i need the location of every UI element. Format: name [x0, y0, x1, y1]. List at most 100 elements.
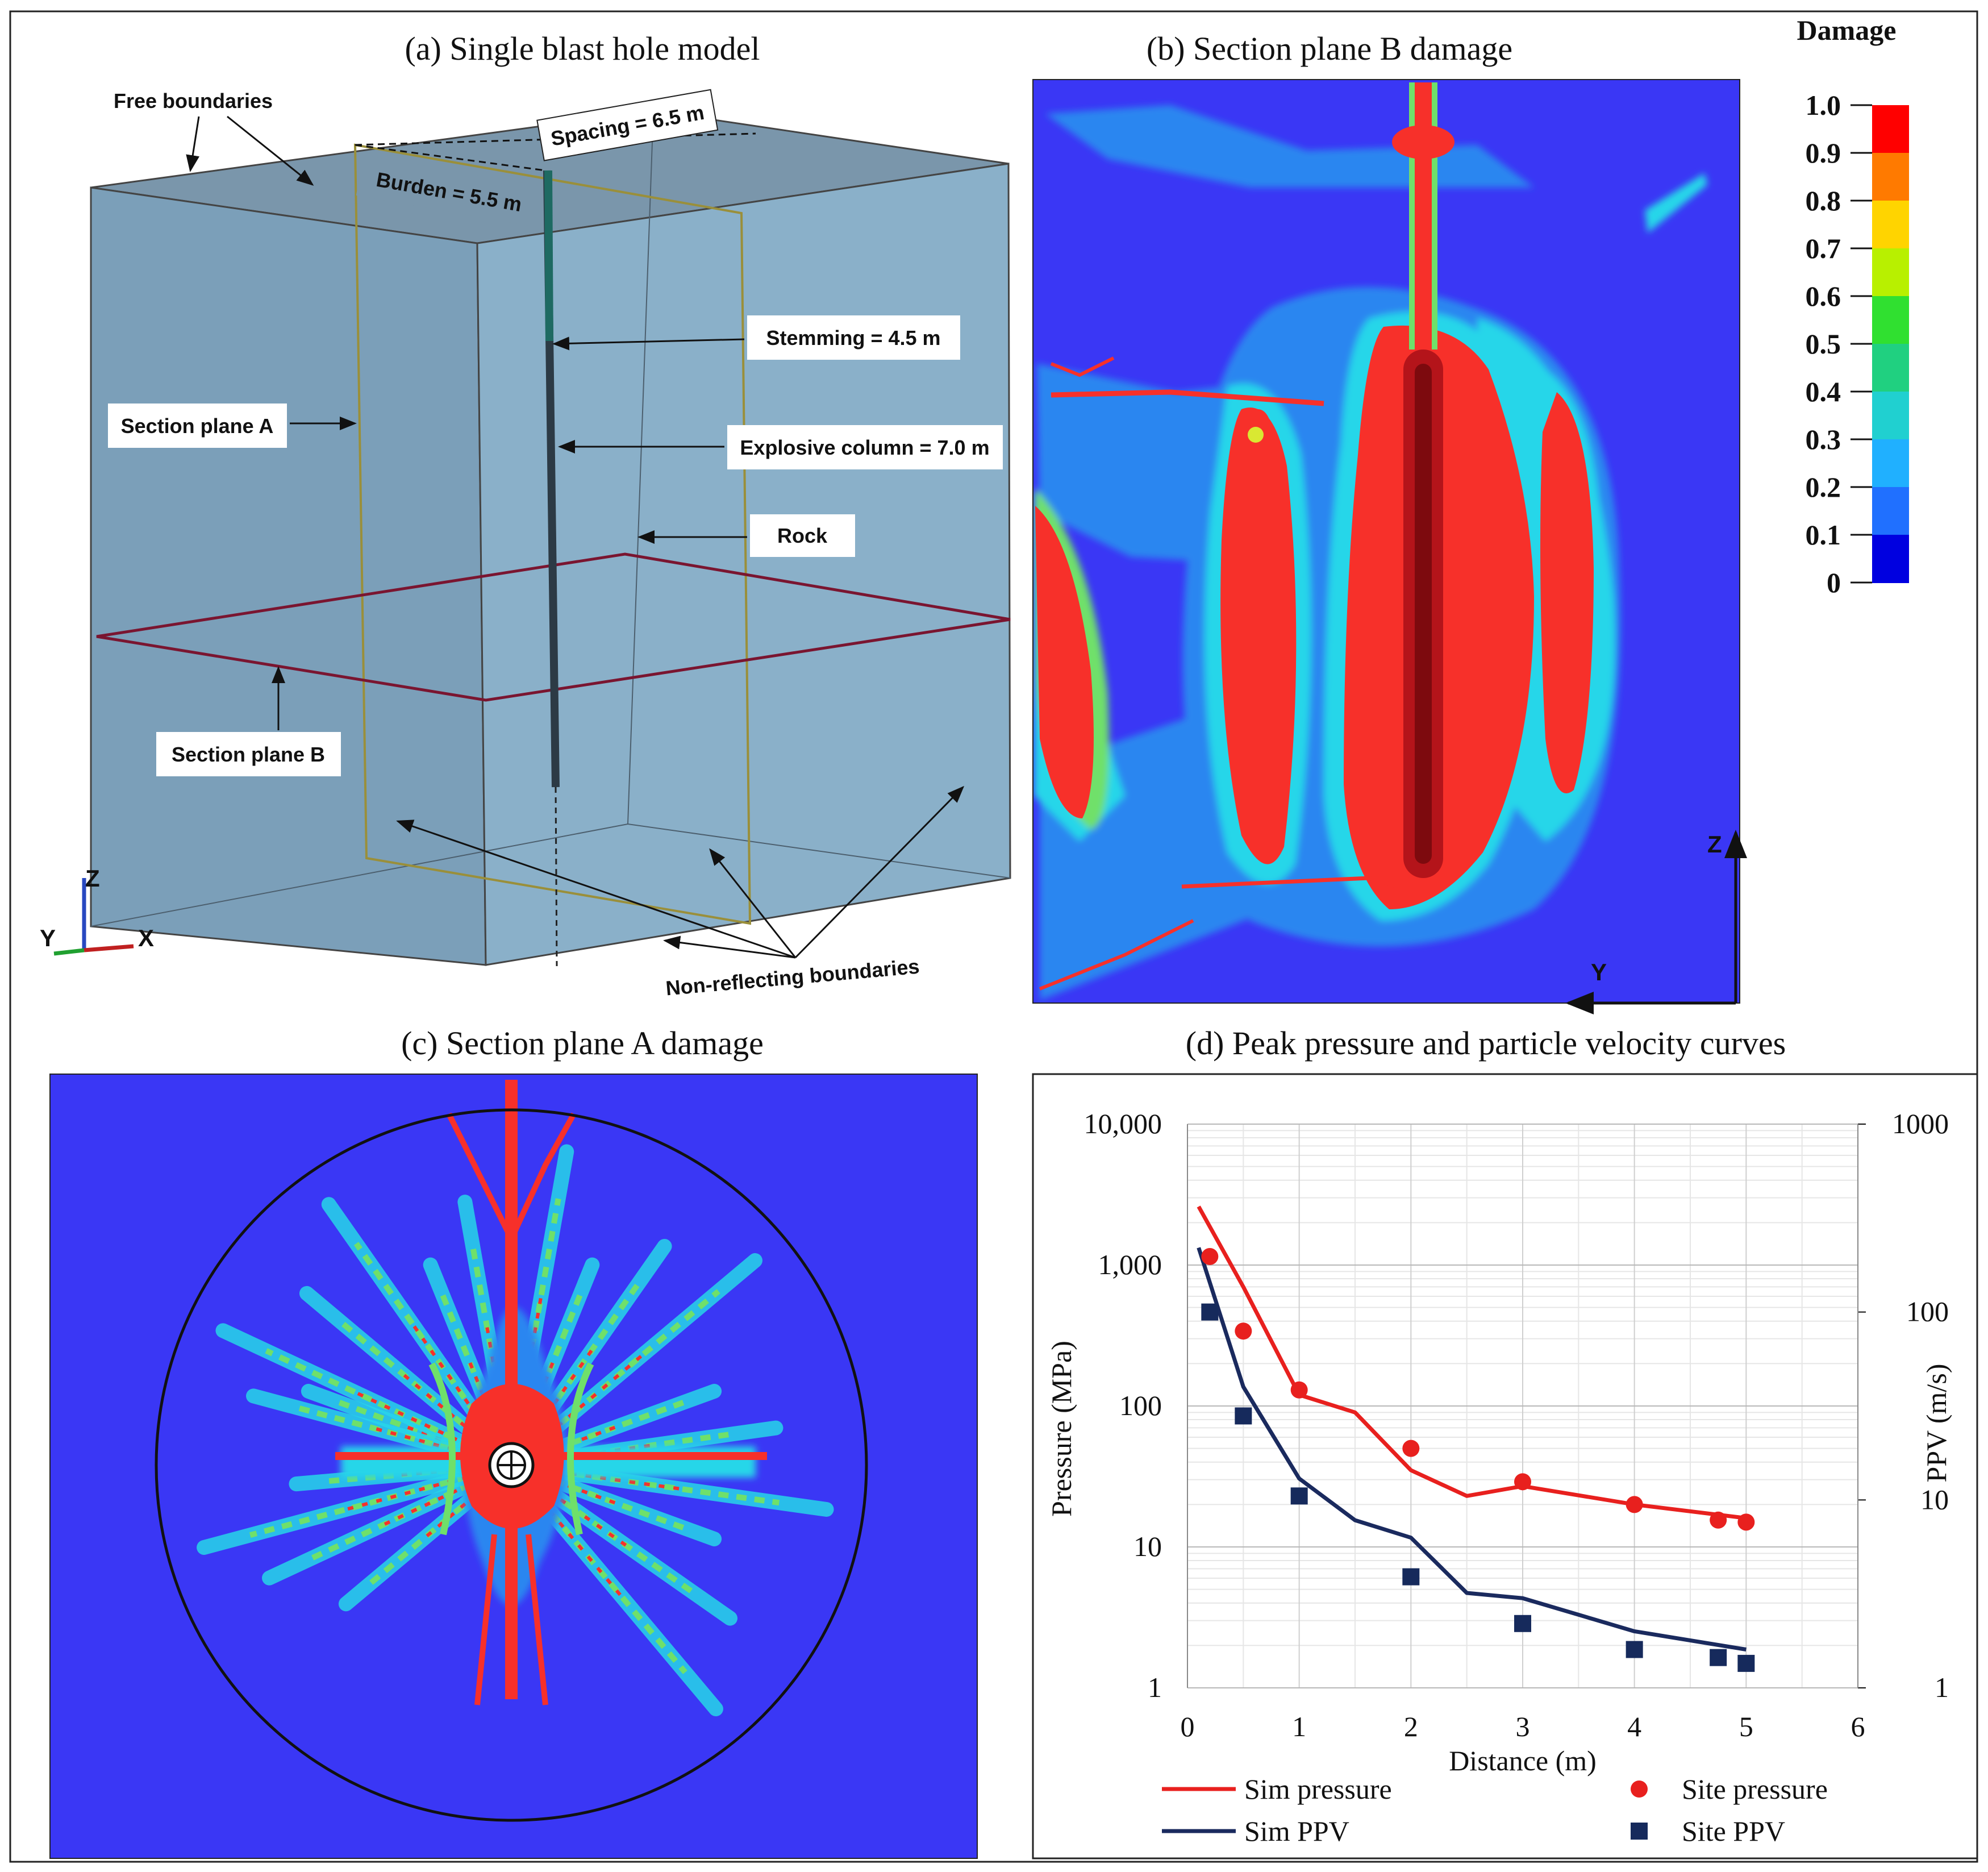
sim-pressure-line — [1197, 1205, 1747, 1520]
y-right-tick-label: 10 — [1920, 1483, 1949, 1515]
panel-b-caption: (b) Section plane B damage — [1147, 30, 1512, 67]
colorbar-segment — [1872, 487, 1909, 535]
triad-x: X — [138, 925, 154, 951]
hidden-edge — [627, 823, 1011, 879]
site-pressure-point — [1737, 1513, 1755, 1531]
section-a-damage-map — [50, 1074, 977, 1858]
site-pressure-point — [1201, 1247, 1219, 1265]
site-ppv-point — [1514, 1615, 1531, 1632]
box-left-face — [90, 186, 487, 966]
site-ppv-point — [1626, 1641, 1643, 1658]
y-tick-label: 10,000 — [1084, 1108, 1162, 1139]
damage-crack-core — [265, 1348, 472, 1449]
colorbar-tick: 0 — [1827, 567, 1841, 598]
damage-crack-red — [409, 1320, 487, 1429]
site-pressure-point — [1402, 1440, 1420, 1457]
x-tick-label: 0 — [1181, 1711, 1195, 1742]
section-b-box — [156, 732, 341, 776]
colorbar-segment — [1872, 296, 1909, 344]
explosive-box — [727, 425, 1003, 469]
site-ppv-point — [1290, 1487, 1308, 1505]
non-reflecting-label: Non-reflecting boundaries — [665, 955, 920, 1000]
y-right-axis-title: PPV (m/s) — [1920, 1364, 1952, 1483]
section-b-z: Z — [1707, 831, 1722, 858]
panel-a-caption: (a) Single blast hole model — [405, 30, 760, 67]
legend-site-pressure-swatch — [1631, 1781, 1648, 1798]
colorbar-segment — [1872, 535, 1909, 583]
x-tick-label: 5 — [1739, 1711, 1753, 1742]
colorbar-segment — [1872, 105, 1909, 153]
damage-crack-red — [399, 1422, 469, 1451]
colorbar-segment — [1872, 439, 1909, 488]
x-tick-label: 6 — [1851, 1711, 1865, 1742]
damage-crack-core — [353, 1242, 488, 1430]
section-b-label: Section plane B — [172, 743, 325, 766]
damage-crack-red — [545, 1351, 647, 1437]
damage-crack-red — [553, 1422, 624, 1451]
site-pressure-point — [1710, 1511, 1727, 1529]
colorbar-segment — [1872, 392, 1909, 440]
colorbar-segment — [1872, 344, 1909, 392]
colorbar-title: Damage — [1797, 14, 1897, 46]
damage-crack-red — [527, 1354, 558, 1424]
colorbar-tick: 0.9 — [1806, 137, 1841, 169]
legend-sim-pressure-label: Sim pressure — [1244, 1773, 1392, 1805]
section-plane-b-outline — [96, 552, 1011, 702]
blast-hole-model — [90, 110, 1011, 967]
damage-crack-red — [465, 1354, 496, 1424]
stemming-label: Stemming = 4.5 m — [766, 326, 940, 350]
stemming-box — [747, 315, 960, 360]
triad-y: Y — [40, 925, 56, 951]
damage-crack-core — [291, 1403, 469, 1457]
figure-frame — [9, 10, 1978, 1863]
chart-frame — [1032, 1073, 1978, 1859]
colorbar-segment — [1872, 248, 1909, 297]
colorbar-tick: 0.4 — [1806, 376, 1841, 407]
legend-sim-ppv-label: Sim PPV — [1244, 1815, 1349, 1847]
damage-crack-red — [341, 1475, 468, 1512]
damage-crack-core — [535, 1277, 644, 1430]
site-ppv-point — [1737, 1654, 1755, 1672]
damage-crack-core — [553, 1478, 685, 1531]
section-plane-a-outline — [353, 143, 752, 925]
site-pressure-point — [1514, 1473, 1531, 1491]
y-right-tick-label: 1000 — [1892, 1108, 1949, 1139]
damage-crack-red — [553, 1479, 624, 1508]
triad-z: Z — [85, 865, 100, 892]
site-pressure-point — [1235, 1322, 1252, 1340]
damage-colorbar: 1.0 0.9 0.8 0.7 0.6 0.5 0.4 0.3 0.2 0.1 0 — [1806, 89, 1909, 598]
damage-crack-red — [398, 1369, 478, 1437]
y-tick-label: 10 — [1133, 1530, 1162, 1562]
y-tick-label: 1 — [1148, 1671, 1162, 1703]
panel-d-caption: (d) Peak pressure and particle velocity … — [1186, 1025, 1786, 1062]
site-pressure-point — [1290, 1381, 1308, 1399]
site-ppv-point — [1201, 1303, 1219, 1321]
damage-crack-core — [553, 1399, 685, 1453]
explosive-label: Explosive column = 7.0 m — [740, 436, 989, 459]
rock-box — [750, 514, 855, 557]
hidden-edge — [627, 110, 654, 825]
y-tick-label: 100 — [1119, 1390, 1162, 1421]
sim-ppv-line — [1197, 1247, 1747, 1651]
colorbar-segment — [1872, 153, 1909, 201]
y-axis-title: Pressure (MPa) — [1045, 1341, 1077, 1517]
hidden-edge — [90, 823, 628, 927]
x-tick-label: 2 — [1404, 1711, 1418, 1742]
axes-triad: Z Y X — [40, 865, 154, 956]
damage-crack-core — [249, 1474, 469, 1538]
colorbar-tick: 0.7 — [1806, 232, 1841, 264]
damage-crack-red — [352, 1390, 471, 1447]
y-right-tick-label: 100 — [1906, 1296, 1949, 1328]
x-tick-label: 1 — [1292, 1711, 1306, 1742]
damage-crack-core — [538, 1498, 687, 1674]
colorbar-tick: 0.2 — [1806, 471, 1841, 503]
x-tick-label: 3 — [1516, 1711, 1530, 1742]
damage-crack-red — [539, 1499, 626, 1600]
damage-crack-core — [556, 1430, 737, 1462]
damage-crack-core — [304, 1482, 472, 1564]
colorbar-tick: 0.8 — [1806, 185, 1841, 217]
site-ppv-point — [1235, 1407, 1252, 1425]
